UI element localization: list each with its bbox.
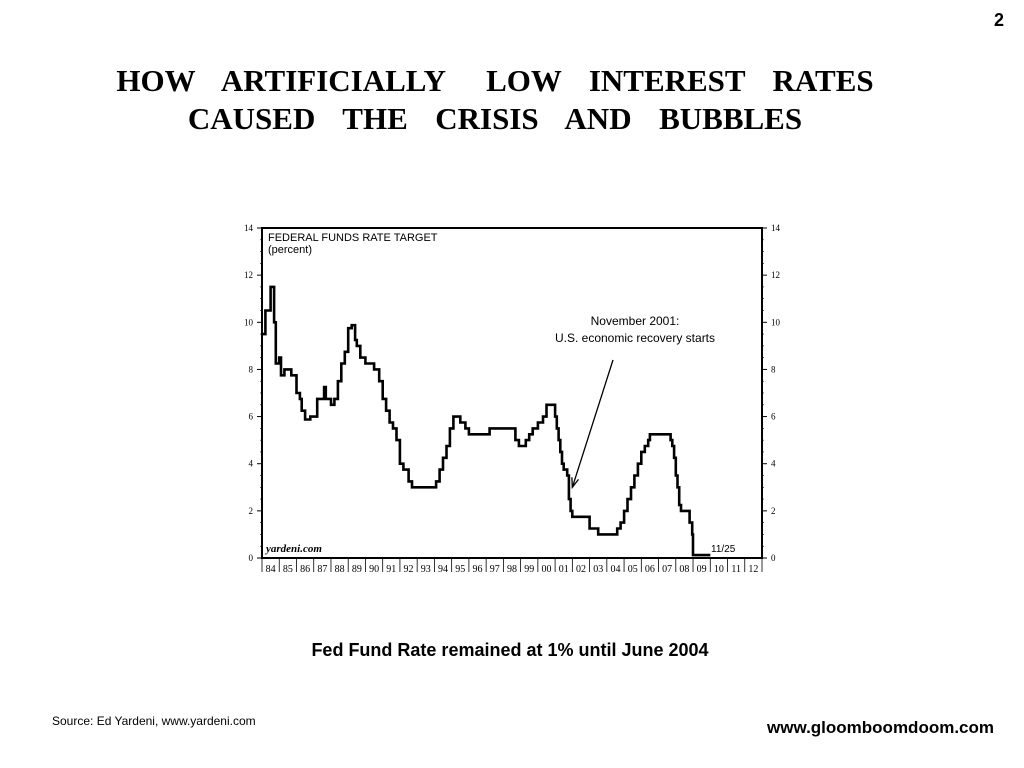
y-tick-label-right: 0 <box>771 553 776 563</box>
x-tick-label: 99 <box>524 564 534 575</box>
y-tick-label-left: 6 <box>249 412 254 422</box>
source-text: Source: Ed Yardeni, www.yardeni.com <box>52 714 256 728</box>
x-tick-label: 11 <box>731 564 741 575</box>
y-tick-label-left: 8 <box>249 364 254 374</box>
x-tick-label: 93 <box>421 564 431 575</box>
x-tick-label: 10 <box>714 564 724 575</box>
x-tick-label: 94 <box>438 564 448 575</box>
y-tick-label-left: 2 <box>249 506 254 516</box>
x-tick-label: 97 <box>490 564 500 575</box>
annotation-arrow-line <box>571 359 614 488</box>
y-tick-label-right: 14 <box>771 223 781 233</box>
y-tick-label-right: 6 <box>771 412 776 422</box>
x-tick-label: 09 <box>697 564 707 575</box>
title-line-2: CAUSED THE CRISIS AND BUBBLES <box>187 101 803 136</box>
chart-caption: Fed Fund Rate remained at 1% until June … <box>311 640 709 660</box>
fed-funds-chart: FEDERAL FUNDS RATE TARGET (percent) yard… <box>244 223 781 575</box>
x-tick-label: 95 <box>455 564 465 575</box>
chart-subtitle: (percent) <box>268 244 312 256</box>
y-tick-label-right: 12 <box>771 270 780 280</box>
y-tick-label-left: 0 <box>249 553 254 563</box>
annotation-arrow-head <box>571 477 580 490</box>
y-tick-label-left: 14 <box>244 223 254 233</box>
x-tick-label: 89 <box>352 564 362 575</box>
x-tick-label: 01 <box>559 564 569 575</box>
y-tick-label-right: 2 <box>771 506 776 516</box>
x-tick-label: 07 <box>662 564 672 575</box>
series-line <box>262 285 711 557</box>
x-tick-label: 08 <box>679 564 689 575</box>
x-tick-label: 91 <box>386 564 396 575</box>
y-tick-label-right: 10 <box>771 317 781 327</box>
y-tick-label-left: 10 <box>244 317 254 327</box>
website-link[interactable]: www.gloomboomdoom.com <box>767 718 994 737</box>
page-title: HOW ARTIFICIALLY LOW INTEREST RATES CAUS… <box>40 62 950 138</box>
end-label: 11/25 <box>711 544 736 555</box>
x-tick-label: 92 <box>404 564 414 575</box>
title-line-1: HOW ARTIFICIALLY LOW INTEREST RATES <box>116 63 874 98</box>
chart-watermark: yardeni.com <box>264 543 322 555</box>
annotation-line-2: U.S. economic recovery starts <box>555 331 715 345</box>
y-tick-label-right: 8 <box>771 364 776 374</box>
slide-number: 2 <box>993 10 1004 30</box>
annotation-line-1: November 2001: <box>591 314 680 328</box>
x-tick-label: 86 <box>300 564 310 575</box>
x-tick-label: 98 <box>507 564 517 575</box>
x-tick-label: 04 <box>610 564 620 575</box>
x-tick-label: 06 <box>645 564 655 575</box>
x-tick-label: 12 <box>748 564 758 575</box>
x-tick-label: 88 <box>335 564 345 575</box>
x-tick-label: 87 <box>317 564 327 575</box>
x-tick-label: 85 <box>283 564 293 575</box>
x-tick-label: 96 <box>473 564 483 575</box>
x-tick-label: 05 <box>628 564 638 575</box>
y-tick-label-left: 12 <box>244 270 253 280</box>
y-tick-label-left: 4 <box>249 459 254 469</box>
x-tick-label: 02 <box>576 564 586 575</box>
chart-title: FEDERAL FUNDS RATE TARGET <box>268 232 438 244</box>
x-tick-label: 03 <box>593 564 603 575</box>
x-tick-label: 90 <box>369 564 379 575</box>
y-tick-label-right: 4 <box>771 459 776 469</box>
x-tick-label: 84 <box>266 564 276 575</box>
x-tick-label: 00 <box>541 564 551 575</box>
